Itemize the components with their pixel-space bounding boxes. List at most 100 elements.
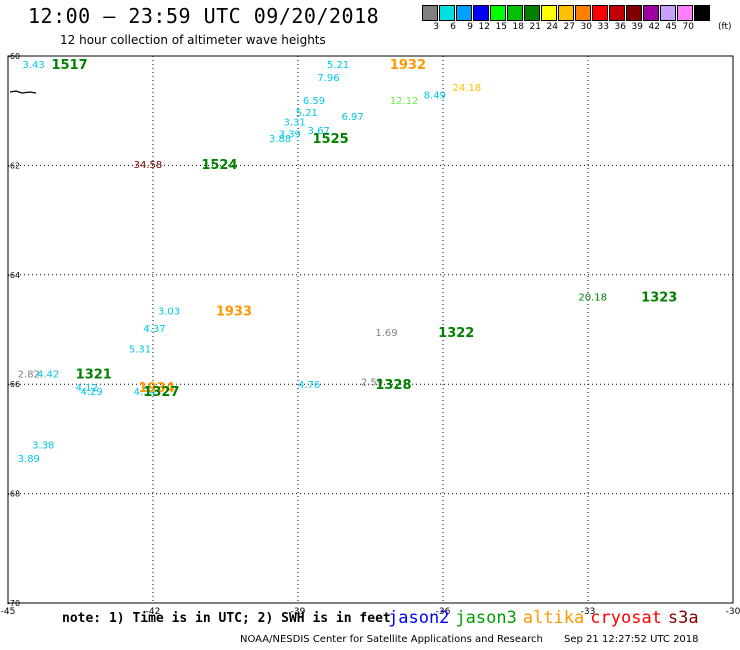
pass-time-label: 1934	[139, 381, 175, 396]
footer-note: note: 1) Time is in UTC; 2) SWH is in fe…	[62, 611, 391, 626]
scale-label: 18	[512, 22, 524, 32]
swh-label: 8.49	[424, 90, 446, 101]
swh-label: 12.12	[390, 96, 419, 107]
page-title: 12:00 – 23:59 UTC 09/20/2018	[28, 4, 380, 28]
swh-label: 7.96	[317, 73, 339, 84]
scale-swatch	[558, 5, 574, 21]
scale-swatch	[694, 5, 710, 21]
swh-label: 5.21	[327, 60, 349, 71]
color-scale	[422, 5, 711, 21]
pass-time-label: 1524	[201, 158, 237, 173]
x-tick-label: -42	[146, 607, 161, 617]
scale-label: 36	[614, 22, 626, 32]
scale-label: 33	[597, 22, 609, 32]
swh-label: 3.03	[158, 306, 180, 317]
swh-label: 3.39	[279, 130, 301, 141]
page-subtitle: 12 hour collection of altimeter wave hei…	[60, 33, 326, 47]
scale-label: 21	[529, 22, 541, 32]
y-tick-label: -70	[7, 599, 20, 608]
swh-label: 4.34	[134, 387, 156, 398]
swh-label: 4.42	[37, 369, 59, 380]
swh-label: 3.43	[23, 60, 45, 71]
pass-time-label: 1327	[143, 385, 179, 400]
swh-label: 2.82	[18, 369, 40, 380]
swh-label: 24.18	[453, 83, 482, 94]
scale-label: 42	[648, 22, 660, 32]
pass-time-label: 1933	[216, 304, 252, 319]
scale-swatch	[541, 5, 557, 21]
swh-label: 1.69	[375, 328, 397, 339]
y-tick-label: -62	[7, 161, 20, 170]
scale-label: 39	[631, 22, 643, 32]
satellite-cryosat: cryosat	[590, 608, 662, 628]
scale-label: 27	[563, 22, 575, 32]
footer-credit: NOAA/NESDIS Center for Satellite Applica…	[240, 634, 699, 645]
y-tick-label: -60	[7, 52, 20, 61]
color-scale-unit: (ft)	[718, 22, 732, 32]
swh-label: 4.29	[81, 387, 103, 398]
x-tick-label: -39	[291, 607, 306, 617]
scale-swatch	[456, 5, 472, 21]
swh-label: 5.21	[296, 108, 318, 119]
scale-label: 6	[450, 22, 456, 32]
scale-swatch	[524, 5, 540, 21]
y-tick-label: -66	[7, 380, 20, 389]
scale-swatch	[643, 5, 659, 21]
scale-swatch	[422, 5, 438, 21]
x-tick-label: -45	[1, 607, 16, 617]
scale-label: 3	[433, 22, 439, 32]
y-tick-label: -64	[7, 271, 20, 280]
scale-label: 45	[665, 22, 677, 32]
pass-time-label: 1321	[76, 367, 112, 382]
swh-label: 4.12	[76, 383, 98, 394]
x-tick-label: -33	[581, 607, 596, 617]
scale-swatch	[677, 5, 693, 21]
pass-time-label: 1328	[375, 378, 411, 393]
swh-label: 4.76	[298, 380, 320, 391]
swh-label: 6.59	[303, 96, 325, 107]
scale-swatch	[490, 5, 506, 21]
swh-label: 6.97	[342, 112, 364, 123]
swh-label: 2.59	[361, 377, 383, 388]
satellite-s3a: s3a	[667, 608, 699, 628]
y-tick-label: -68	[7, 490, 20, 499]
plot-frame	[7, 55, 734, 604]
scale-label: 12	[478, 22, 490, 32]
satellite-jason2: jason2	[388, 608, 450, 628]
pass-time-label: 1322	[438, 326, 474, 341]
scale-label: 30	[580, 22, 592, 32]
scale-label: 9	[467, 22, 473, 32]
credit-org: NOAA/NESDIS Center for Satellite Applica…	[240, 634, 543, 645]
satellite-altika: altika	[522, 608, 585, 628]
swh-label: 3.31	[284, 118, 306, 129]
pass-time-label: 1323	[641, 291, 677, 306]
x-tick-label: -30	[726, 607, 740, 617]
swh-label: 5.31	[129, 345, 151, 356]
swh-label: 3.89	[18, 454, 40, 465]
pass-time-label: 1525	[313, 132, 349, 147]
pass-time-label: 1517	[52, 58, 88, 73]
scale-swatch	[609, 5, 625, 21]
scale-swatch	[507, 5, 523, 21]
satellite-jason3: jason3	[455, 608, 517, 628]
scale-swatch	[473, 5, 489, 21]
pass-time-label: 1932	[390, 58, 426, 73]
x-tick-label: -36	[436, 607, 451, 617]
satellite-legend: jason2 jason3 altika cryosat s3a	[388, 608, 705, 628]
scale-swatch	[575, 5, 591, 21]
color-scale-labels: 3 6 9 12 15 18 21 24 27 30 33 36 39 42 45 70	[422, 22, 694, 32]
scale-label: 24	[546, 22, 558, 32]
swh-label: 34.58	[134, 160, 163, 171]
scale-swatch	[592, 5, 608, 21]
scale-swatch	[626, 5, 642, 21]
scale-label: 70	[682, 22, 694, 32]
swh-label: 20.18	[578, 293, 607, 304]
swh-label: 3.67	[308, 126, 330, 137]
swh-label: 4.37	[143, 324, 165, 335]
swh-label: 3.38	[32, 440, 54, 451]
scale-swatch	[439, 5, 455, 21]
scale-swatch	[660, 5, 676, 21]
coastline	[9, 90, 37, 94]
scale-label: 15	[495, 22, 507, 32]
